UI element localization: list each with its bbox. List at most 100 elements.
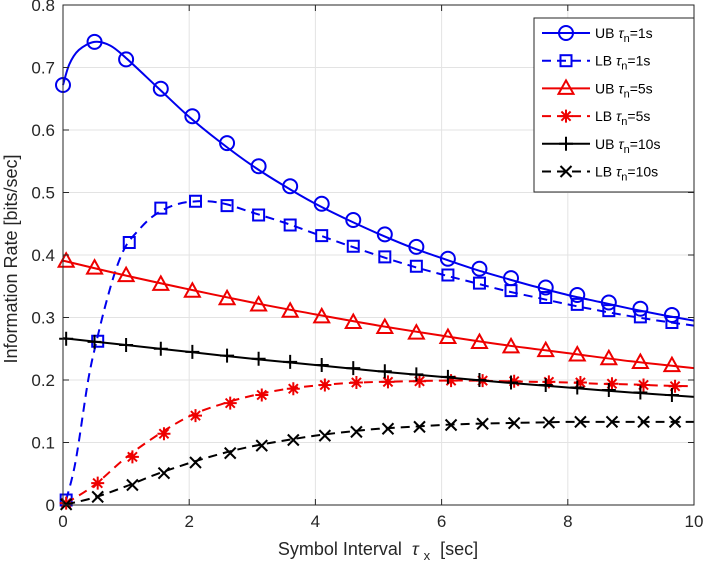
data-point-square [189, 194, 203, 208]
y-tick-label: 0.3 [31, 309, 55, 328]
legend-marker-cross [559, 165, 573, 178]
series-layer [55, 33, 695, 511]
data-point-asterisk [157, 427, 171, 441]
data-point-triangle [217, 288, 237, 306]
data-point-circle [282, 178, 299, 195]
legend-entry: LB τn=10s [542, 164, 658, 184]
data-point-plus [664, 388, 679, 402]
data-point-asterisk [91, 476, 105, 490]
data-point-cross [287, 433, 300, 447]
data-point-cross [59, 498, 73, 511]
axis-ticks: 0 2 4 6 8 10 0 0.1 0.2 0.3 0.4 0.5 0.6 0.7 0.8 [31, 0, 703, 531]
data-point-plus [538, 378, 553, 392]
x-axis-label-unit: [sec] [440, 539, 478, 559]
legend-marker-plus [559, 136, 573, 151]
data-point-cross [637, 415, 650, 429]
data-point-circle [569, 287, 586, 303]
data-point-plus [119, 338, 134, 352]
series-cross-5 [59, 415, 694, 511]
data-point-circle [537, 279, 554, 296]
data-point-triangle [501, 336, 521, 354]
data-point-square [665, 316, 679, 329]
data-point-asterisk [349, 376, 363, 389]
series-line [62, 337, 695, 398]
x-tick-label: 6 [437, 512, 446, 531]
data-point-circle [345, 212, 362, 228]
data-point-cross [444, 418, 458, 432]
data-point-square [602, 304, 616, 318]
legend-label: LB τn=1s [595, 53, 650, 73]
data-point-asterisk [125, 450, 139, 464]
data-point-triangle [280, 301, 300, 318]
legend: UB τn=1s LB τn=1s UB τn=5s LB τn=5s UB τn=10… [533, 17, 695, 193]
data-point-cross [668, 415, 682, 429]
data-point-cross [224, 446, 237, 460]
data-point-cross [574, 415, 587, 429]
data-point-asterisk [605, 377, 619, 391]
data-point-plus [440, 369, 455, 384]
data-point-asterisk [668, 379, 682, 393]
data-point-plus [409, 367, 424, 382]
series-plus-4 [59, 331, 695, 402]
data-point-square [252, 208, 266, 222]
data-point-cross [542, 416, 556, 429]
data-point-triangle [470, 332, 489, 349]
data-point-circle [376, 226, 393, 243]
data-point-plus [601, 383, 616, 397]
data-point-circle [184, 108, 201, 125]
legend-label: UB τn=10s [595, 136, 660, 156]
legend-marker-asterisk [559, 109, 573, 123]
series-circle-0 [55, 33, 695, 323]
data-point-plus [472, 373, 487, 387]
series-triangle-2 [56, 251, 695, 373]
data-point-square [122, 236, 136, 249]
x-axis-label-symbol: τ [412, 539, 420, 559]
data-point-square [409, 259, 423, 273]
data-point-cross [507, 416, 521, 430]
data-point-triangle [116, 265, 136, 283]
data-point-square [315, 229, 329, 243]
data-point-triangle [85, 258, 104, 275]
data-point-square [633, 310, 647, 324]
x-axis-label-subscript: x [424, 548, 431, 563]
data-point-plus [504, 375, 519, 390]
data-point-plus [153, 341, 168, 356]
data-point-asterisk [637, 378, 651, 392]
data-point-square [378, 250, 392, 264]
x-tick-label: 8 [563, 512, 572, 531]
legend-entry: UB τn=10s [542, 136, 660, 156]
data-point-triangle [312, 306, 331, 324]
data-point-plus [377, 364, 392, 379]
data-point-asterisk [444, 374, 458, 388]
series-line [65, 379, 695, 504]
data-point-triangle [183, 281, 202, 298]
y-tick-label: 0.8 [31, 0, 55, 15]
x-tick-label: 4 [311, 512, 320, 531]
data-point-cross [157, 466, 171, 480]
data-point-plus [251, 351, 266, 366]
data-point-triangle [249, 294, 268, 312]
data-point-square [154, 201, 168, 215]
x-axis-label-text: Symbol Interval [278, 539, 402, 559]
legend-entry: LB τn=5s [542, 108, 650, 128]
data-point-triangle [568, 344, 587, 362]
data-point-plus [314, 358, 329, 372]
legend-label: UB τn=5s [595, 80, 653, 100]
data-point-asterisk [223, 396, 237, 410]
data-point-square [220, 199, 234, 213]
data-point-circle [250, 158, 267, 175]
data-point-asterisk [381, 375, 395, 389]
data-point-circle [86, 33, 103, 50]
data-point-asterisk [189, 409, 203, 423]
y-tick-label: 0.4 [31, 246, 55, 265]
data-point-asterisk [255, 388, 269, 402]
data-point-circle [471, 260, 488, 277]
data-point-cross [350, 425, 363, 439]
series-asterisk-3 [59, 374, 695, 510]
y-tick-label: 0.7 [31, 59, 55, 78]
data-point-plus [185, 344, 200, 359]
data-point-triangle [56, 251, 76, 268]
data-point-circle [118, 51, 135, 68]
legend-label: UB τn=1s [595, 25, 653, 45]
